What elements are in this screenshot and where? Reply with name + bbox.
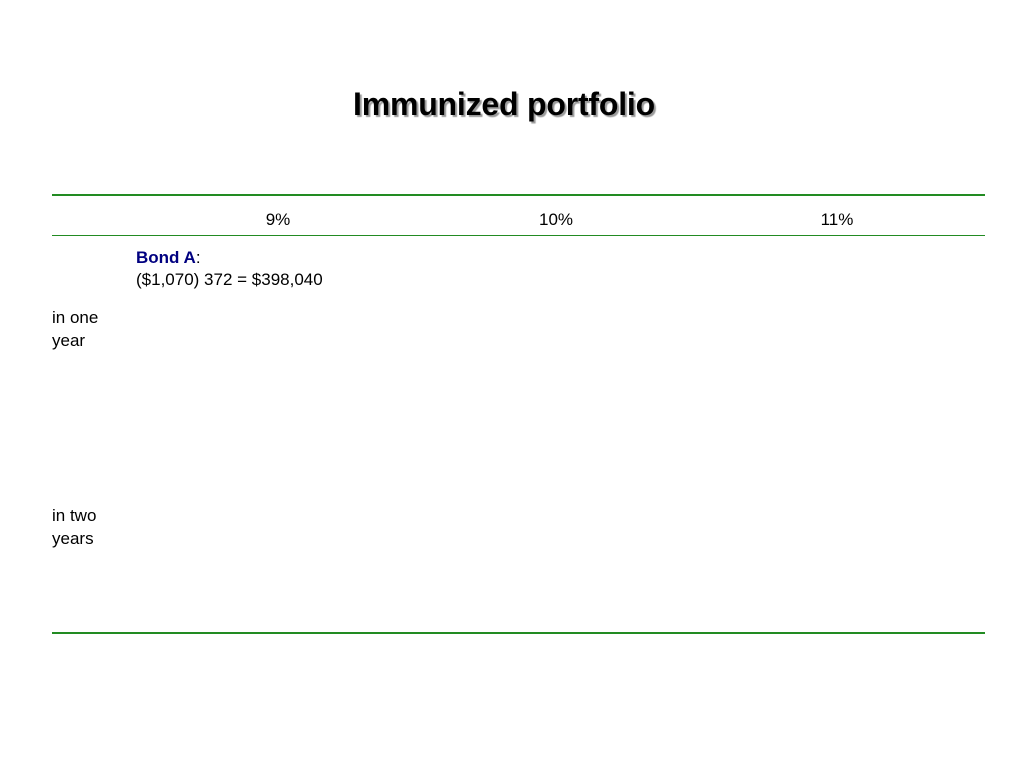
column-header-11-percent: 11% [820,210,854,229]
column-header-10-percent: 10% [538,210,574,229]
table-top-rule [52,194,985,196]
bond-a-formula: ($1,070) 372 = $398,040 [136,270,323,289]
bond-a-label: Bond A [136,248,196,267]
table-bottom-rule [52,632,985,634]
row-label-two-years: in two years [52,504,132,550]
table-header-rule [52,235,985,236]
column-header-9-percent: 9% [265,210,291,229]
row-label-line: in one [52,308,99,327]
row-label-line: year [52,331,86,350]
bond-a-cell: Bond A: ($1,070) 372 = $398,040 [136,247,323,291]
page-title: Immunized portfolio [353,86,655,122]
bond-a-colon: : [195,248,201,267]
row-label-line: years [52,529,94,548]
row-label-one-year: in one year [52,306,132,352]
row-label-line: in two [52,506,97,525]
